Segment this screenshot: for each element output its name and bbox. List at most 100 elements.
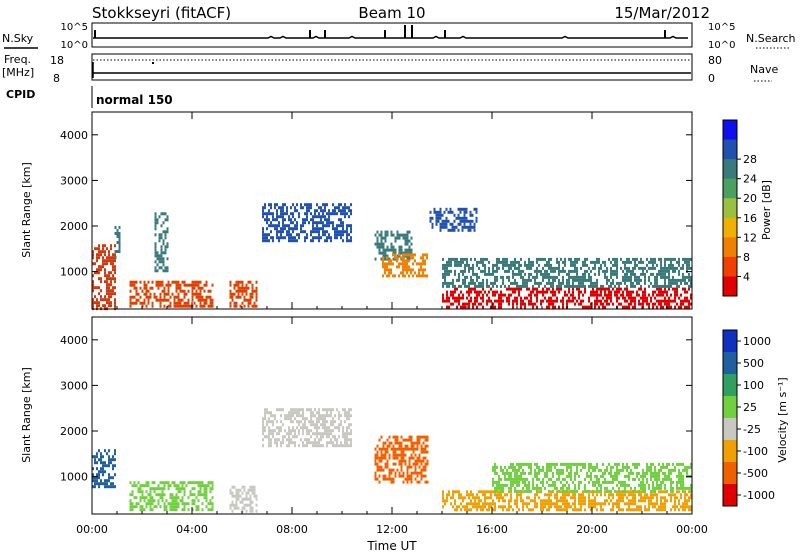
range-gate-cell (161, 490, 164, 494)
range-gate-cell (518, 287, 520, 291)
range-gate-cell (382, 444, 385, 448)
range-gate-cell (644, 483, 646, 487)
range-gate-cell (164, 233, 167, 237)
range-gate-cell (416, 441, 419, 445)
range-gate-cell (632, 299, 634, 303)
range-gate-cell (600, 489, 602, 493)
range-gate-cell (94, 479, 96, 483)
range-gate-cell (640, 474, 642, 478)
range-gate-cell (110, 458, 112, 462)
range-gate-cell (576, 278, 578, 282)
range-gate-cell (688, 284, 690, 288)
range-gate-cell (494, 269, 496, 273)
range-gate-cell (400, 462, 403, 466)
range-gate-cell (328, 429, 330, 433)
range-gate-cell (642, 489, 644, 493)
range-gate-cell (316, 444, 318, 448)
range-gate-cell (338, 203, 340, 207)
range-gate-cell (318, 441, 320, 445)
range-gate-cell (247, 503, 250, 507)
range-gate-cell (151, 301, 154, 305)
range-gate-cell (306, 429, 308, 433)
range-gate-cell (108, 250, 110, 254)
range-gate-cell (151, 502, 154, 506)
range-gate-cell (392, 444, 395, 448)
range-gate-cell (622, 483, 624, 487)
range-gate-cell (536, 471, 538, 475)
range-gate-cell (384, 441, 387, 445)
range-gate-cell (137, 481, 140, 485)
range-gate-cell (118, 247, 121, 250)
range-gate-cell (460, 284, 462, 288)
range-gate-cell (326, 435, 328, 439)
range-gate-cell (648, 508, 650, 512)
range-gate-cell (598, 293, 600, 297)
range-gate-cell (472, 505, 474, 509)
range-gate-cell (554, 462, 556, 466)
range-gate-cell (276, 432, 278, 436)
range-gate-cell (446, 260, 448, 264)
range-gate-cell (476, 496, 478, 500)
range-gate-cell (540, 257, 542, 261)
range-gate-cell (318, 236, 320, 240)
range-gate-cell (318, 420, 320, 424)
range-gate-cell (318, 206, 320, 210)
range-gate-cell (243, 506, 246, 510)
range-gate-cell (606, 302, 608, 306)
range-gate-cell (398, 453, 401, 457)
range-gate-cell (542, 508, 544, 512)
range-gate-cell (157, 298, 160, 302)
range-gate-cell (96, 271, 98, 275)
velocity-colorbar-label: Velocity [m s⁻¹] (776, 377, 789, 462)
range-gate-cell (516, 468, 518, 472)
range-gate-cell (574, 502, 576, 506)
range-gate-cell (492, 284, 494, 288)
range-gate-cell (548, 508, 550, 512)
range-gate-cell (342, 227, 344, 231)
range-gate-cell (544, 474, 546, 478)
range-gate-cell (674, 499, 676, 503)
range-gate-cell (476, 508, 478, 512)
range-gate-cell (458, 293, 460, 297)
range-gate-cell (574, 477, 576, 481)
range-gate-cell (550, 502, 552, 506)
range-gate-cell (162, 251, 165, 255)
range-gate-cell (448, 493, 450, 497)
range-gate-cell (350, 438, 352, 442)
range-gate-cell (282, 212, 284, 216)
range-gate-cell (402, 453, 405, 457)
range-gate-cell (534, 269, 536, 273)
range-gate-cell (231, 295, 234, 299)
range-gate-cell (656, 293, 658, 297)
range-gate-cell (348, 233, 350, 237)
range-gate-cell (470, 296, 472, 300)
range-gate-cell (404, 462, 407, 466)
range-gate-cell (690, 465, 692, 469)
range-gate-cell (382, 265, 384, 269)
range-gate-cell (394, 447, 397, 451)
range-gate-cell (306, 441, 308, 445)
range-gate-cell (147, 499, 150, 503)
range-gate-cell (486, 272, 488, 276)
range-gate-cell (466, 490, 468, 494)
range-gate-cell (205, 301, 208, 305)
range-gate-cell (330, 236, 332, 240)
range-gate-cell (592, 499, 594, 503)
range-gate-cell (406, 465, 409, 469)
station-title: Stokkseyri (fitACF) (92, 4, 231, 22)
range-gate-cell (468, 293, 470, 297)
range-gate-cell (467, 225, 470, 229)
colorbar-tick-label: -25 (743, 423, 761, 436)
range-gate-cell (518, 480, 520, 484)
range-gate-cell (536, 305, 538, 309)
range-gate-cell (520, 499, 522, 503)
range-gate-cell (528, 471, 530, 475)
range-gate-cell (199, 487, 202, 491)
range-gate-cell (482, 493, 484, 497)
range-gate-cell (296, 435, 298, 439)
range-gate-cell (296, 209, 298, 213)
range-gate-cell (550, 465, 552, 469)
range-gate-cell (608, 296, 610, 300)
x-tick-label: 00:00 (676, 523, 708, 536)
range-gate-cell (574, 496, 576, 500)
